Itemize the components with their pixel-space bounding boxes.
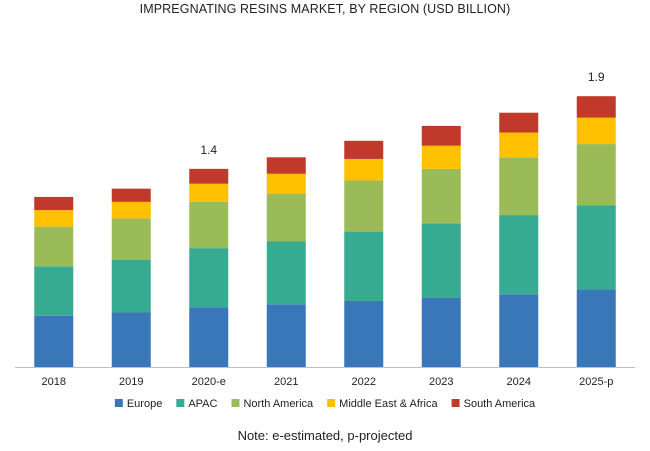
bar-segment [189, 201, 229, 249]
legend-label: North America [243, 398, 314, 410]
bar-segment [111, 201, 151, 219]
bar-segment [421, 297, 461, 367]
chart-title: IMPREGNATING RESINS MARKET, BY REGION (U… [139, 2, 511, 16]
x-tick-label: 2024 [507, 376, 531, 388]
bar-segment [34, 266, 74, 316]
legend-item: North America [231, 398, 314, 410]
bar-segment [344, 140, 384, 159]
legend-item: APAC [176, 398, 218, 410]
x-tick-label: 2021 [274, 376, 298, 388]
data-label: 1.4 [200, 143, 217, 157]
bar-segment [266, 241, 306, 305]
legend-item: Europe [114, 398, 162, 410]
bar-segment [499, 294, 539, 367]
x-tick-label: 2022 [352, 376, 376, 388]
chart-note: Note: e-estimated, p-projected [237, 428, 413, 443]
bar-segment [421, 223, 461, 298]
legend-item: Middle East & Africa [327, 398, 438, 410]
bar-segment [576, 289, 616, 367]
bar-segment [576, 144, 616, 206]
legend-label: Europe [127, 398, 162, 410]
bar-segment [421, 125, 461, 146]
bar-segment [344, 300, 384, 367]
bar-segment [111, 188, 151, 202]
bar-segment [499, 112, 539, 133]
legend-swatch [176, 399, 185, 407]
legend-label: APAC [188, 398, 217, 410]
x-tick-label: 2018 [42, 376, 66, 388]
x-tick-label: 2025-p [579, 376, 613, 388]
bar-segment [34, 196, 74, 211]
legend-item: South America [451, 398, 536, 410]
bar-segment [344, 180, 384, 232]
data-label: 1.9 [588, 70, 605, 84]
bar-segment [189, 183, 229, 202]
x-tick-label: 2019 [119, 376, 143, 388]
bar-segment [189, 248, 229, 308]
bar-segment [189, 307, 229, 367]
legend-label: South America [464, 398, 536, 410]
legend-swatch [451, 399, 460, 407]
bar-segment [576, 117, 616, 145]
bar-segment [111, 218, 151, 260]
bar-segment [499, 132, 539, 158]
bar-segment [421, 145, 461, 169]
bar-segment [576, 96, 616, 118]
bar-segment [344, 231, 384, 301]
bar-segment [189, 168, 229, 184]
legend-label: Middle East & Africa [339, 398, 438, 410]
bar-segment [344, 158, 384, 181]
bar-segment [34, 226, 74, 267]
bar-segment [266, 173, 306, 194]
legend-swatch [231, 399, 240, 407]
bar-segment [266, 157, 306, 174]
bar-segment [111, 312, 151, 367]
x-tick-label: 2023 [429, 376, 453, 388]
bar-segment [34, 315, 74, 367]
bar-segment [499, 215, 539, 295]
bar-segment [266, 304, 306, 367]
bar-segment [266, 193, 306, 242]
bar-segment [421, 168, 461, 224]
legend-swatch [114, 399, 123, 407]
legend-swatch [327, 399, 336, 407]
bar-segment [499, 157, 539, 216]
bar-segment [111, 259, 151, 313]
bar-segment [576, 205, 616, 290]
x-tick-label: 2020-e [192, 376, 226, 388]
bar-segment [34, 210, 74, 227]
